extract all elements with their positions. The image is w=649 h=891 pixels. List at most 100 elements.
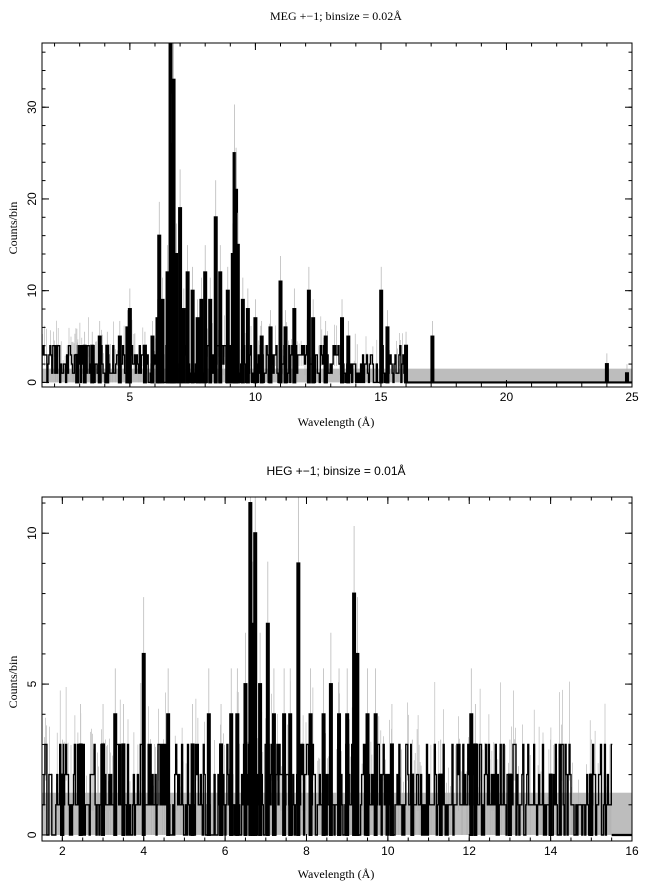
- meg-peak: [97, 320, 102, 384]
- meg-peak: [225, 266, 230, 384]
- heg-peak-bar: [166, 713, 171, 836]
- heg-peak: [141, 597, 146, 836]
- meg-peak-bar: [430, 335, 435, 384]
- heg-panel: HEG +−1; binsize = 0.01Å Wavelength (Å) …: [6, 463, 639, 881]
- meg-peak-bar: [259, 335, 264, 384]
- meg-peak: [208, 277, 213, 384]
- heg-peak: [373, 668, 378, 836]
- heg-peak: [219, 704, 224, 836]
- heg-peak: [101, 704, 106, 836]
- meg-peak-bar: [105, 344, 110, 384]
- heg-title: HEG +−1; binsize = 0.01Å: [266, 463, 405, 478]
- heg-peak: [113, 668, 118, 836]
- heg-ylabel: Counts/bin: [6, 656, 20, 709]
- meg-peak: [218, 245, 223, 384]
- meg-peak-bar: [218, 271, 223, 384]
- heg-peak-bar: [78, 743, 83, 836]
- heg-peak-bar: [282, 713, 287, 836]
- meg-peak-bar: [190, 289, 195, 384]
- heg-peak-bar: [190, 743, 195, 836]
- heg-peak-bar: [296, 562, 301, 836]
- heg-peak: [166, 668, 171, 836]
- meg-peak: [278, 256, 283, 384]
- meg-title: MEG +−1; binsize = 0.02Å: [270, 9, 402, 23]
- heg-plot-area: [42, 497, 632, 837]
- meg-peak: [213, 180, 218, 384]
- meg-peak: [142, 331, 147, 384]
- meg-peak-bar: [404, 344, 409, 384]
- meg-peak: [240, 277, 245, 384]
- meg-peak-bar: [346, 335, 351, 384]
- heg-frame: [41, 496, 633, 842]
- meg-xtick-label: 15: [374, 390, 388, 404]
- heg-peak: [389, 704, 394, 836]
- meg-peak-bar: [97, 335, 102, 384]
- heg-peak-bar: [219, 743, 224, 836]
- meg-peak: [346, 320, 351, 384]
- heg-peak-bar: [253, 532, 258, 836]
- heg-xlabel: Wavelength (Å): [298, 867, 375, 881]
- heg-peak-bar: [365, 713, 370, 836]
- meg-peak-bar: [323, 335, 328, 384]
- meg-panel: MEG +−1; binsize = 0.02Å Wavelength (Å) …: [6, 9, 639, 429]
- meg-peak-bar: [142, 344, 147, 384]
- heg-peak-bar: [589, 773, 594, 836]
- meg-peak: [283, 310, 288, 384]
- meg-peak-bar: [90, 344, 95, 384]
- meg-peak: [259, 320, 264, 384]
- heg-peak: [438, 739, 443, 836]
- heg-peak: [296, 497, 301, 836]
- heg-peak-bar: [288, 713, 293, 836]
- meg-peak-bar: [245, 308, 250, 384]
- heg-peak-bar: [321, 713, 326, 836]
- meg-peak-bar: [160, 298, 165, 384]
- meg-peak-bar: [157, 234, 162, 384]
- meg-xtick-label: 20: [500, 390, 514, 404]
- meg-ytick-label: 30: [25, 100, 39, 114]
- heg-peak: [206, 668, 211, 836]
- meg-peak-bar: [379, 289, 384, 384]
- meg-peak: [171, 43, 176, 384]
- heg-peak: [589, 739, 594, 836]
- heg-peak-bar: [328, 683, 333, 836]
- meg-peak: [195, 299, 200, 384]
- heg-peak: [365, 668, 370, 836]
- meg-peak: [174, 223, 179, 384]
- meg-peak: [379, 266, 384, 384]
- meg-peak-bar: [340, 317, 345, 384]
- heg-peak: [328, 632, 333, 836]
- heg-xtick-label: 8: [303, 844, 310, 858]
- meg-peak: [340, 299, 345, 384]
- heg-peak-bar: [507, 773, 512, 836]
- meg-peak: [245, 288, 250, 384]
- heg-peak: [410, 739, 415, 836]
- heg-peak-bar: [373, 713, 378, 836]
- meg-peak: [604, 353, 609, 384]
- meg-peak-bar: [165, 271, 170, 384]
- meg-plot-area: [42, 43, 632, 384]
- meg-xtick-label: 5: [127, 390, 134, 404]
- heg-peak-bar: [355, 652, 360, 836]
- meg-peak: [323, 320, 328, 384]
- meg-peak: [430, 320, 435, 384]
- heg-peak-bar: [337, 713, 342, 836]
- meg-peak-bar: [174, 252, 179, 384]
- heg-xtick-label: 4: [140, 844, 147, 858]
- heg-peak-bar: [113, 713, 118, 836]
- meg-peak-bar: [292, 308, 297, 384]
- heg-peak: [78, 704, 83, 836]
- meg-ytick-label: 10: [25, 284, 39, 298]
- heg-peak: [282, 668, 287, 836]
- heg-ytick-label: 10: [25, 526, 39, 540]
- heg-peak: [473, 704, 478, 836]
- meg-ytick-label: 0: [25, 379, 39, 386]
- meg-peak: [385, 310, 390, 384]
- heg-noise-line: [42, 743, 613, 836]
- heg-xtick-label: 16: [625, 844, 639, 858]
- meg-ylabel: Counts/bin: [6, 202, 20, 255]
- heg-peak: [548, 739, 553, 836]
- meg-peak: [157, 201, 162, 384]
- meg-xtick-label: 10: [249, 390, 263, 404]
- heg-peak-bar: [206, 713, 211, 836]
